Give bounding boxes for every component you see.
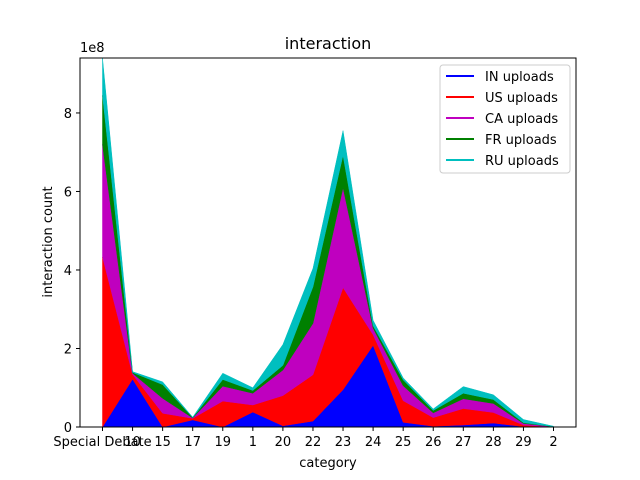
legend-label: US uploads (485, 91, 558, 106)
x-tick-label: 27 (455, 435, 472, 450)
x-tick-label: 19 (214, 435, 231, 450)
legend-label: CA uploads (485, 112, 558, 127)
x-tick-label: 17 (184, 435, 201, 450)
x-axis-label: category (299, 456, 357, 471)
x-tick-label: 26 (425, 435, 442, 450)
y-tick-label: 4 (64, 264, 72, 279)
x-tick-label: 20 (275, 435, 292, 450)
y-exponent-label: 1e8 (80, 41, 105, 56)
x-tick-label: 22 (305, 435, 322, 450)
x-tick-label: Special Debate (53, 435, 151, 450)
x-tick-label: 10 (124, 435, 141, 450)
legend-label: RU uploads (485, 154, 559, 169)
chart-title: interaction (285, 34, 372, 53)
y-tick-label: 8 (64, 107, 72, 122)
x-tick-label: 23 (335, 435, 352, 450)
x-tick-label: 1 (249, 435, 257, 450)
x-tick-label: 28 (485, 435, 502, 450)
y-axis-ticks: 0 2 4 6 8 (64, 107, 80, 436)
legend-box (439, 64, 571, 174)
y-tick-label: 6 (64, 185, 72, 200)
x-tick-label: 15 (154, 435, 171, 450)
y-axis-label: interaction count (41, 186, 56, 297)
x-tick-label: 24 (365, 435, 382, 450)
legend: IN uploads US uploads CA uploads FR uploads… (439, 64, 571, 174)
legend-label: FR uploads (485, 133, 557, 148)
y-tick-label: 2 (64, 342, 72, 357)
legend-label: IN uploads (485, 70, 554, 85)
x-tick-label: 29 (515, 435, 532, 450)
y-tick-label: 0 (64, 421, 72, 436)
x-tick-label: 25 (395, 435, 412, 450)
plot-frame (79, 57, 577, 428)
x-tick-label: 2 (549, 435, 557, 450)
